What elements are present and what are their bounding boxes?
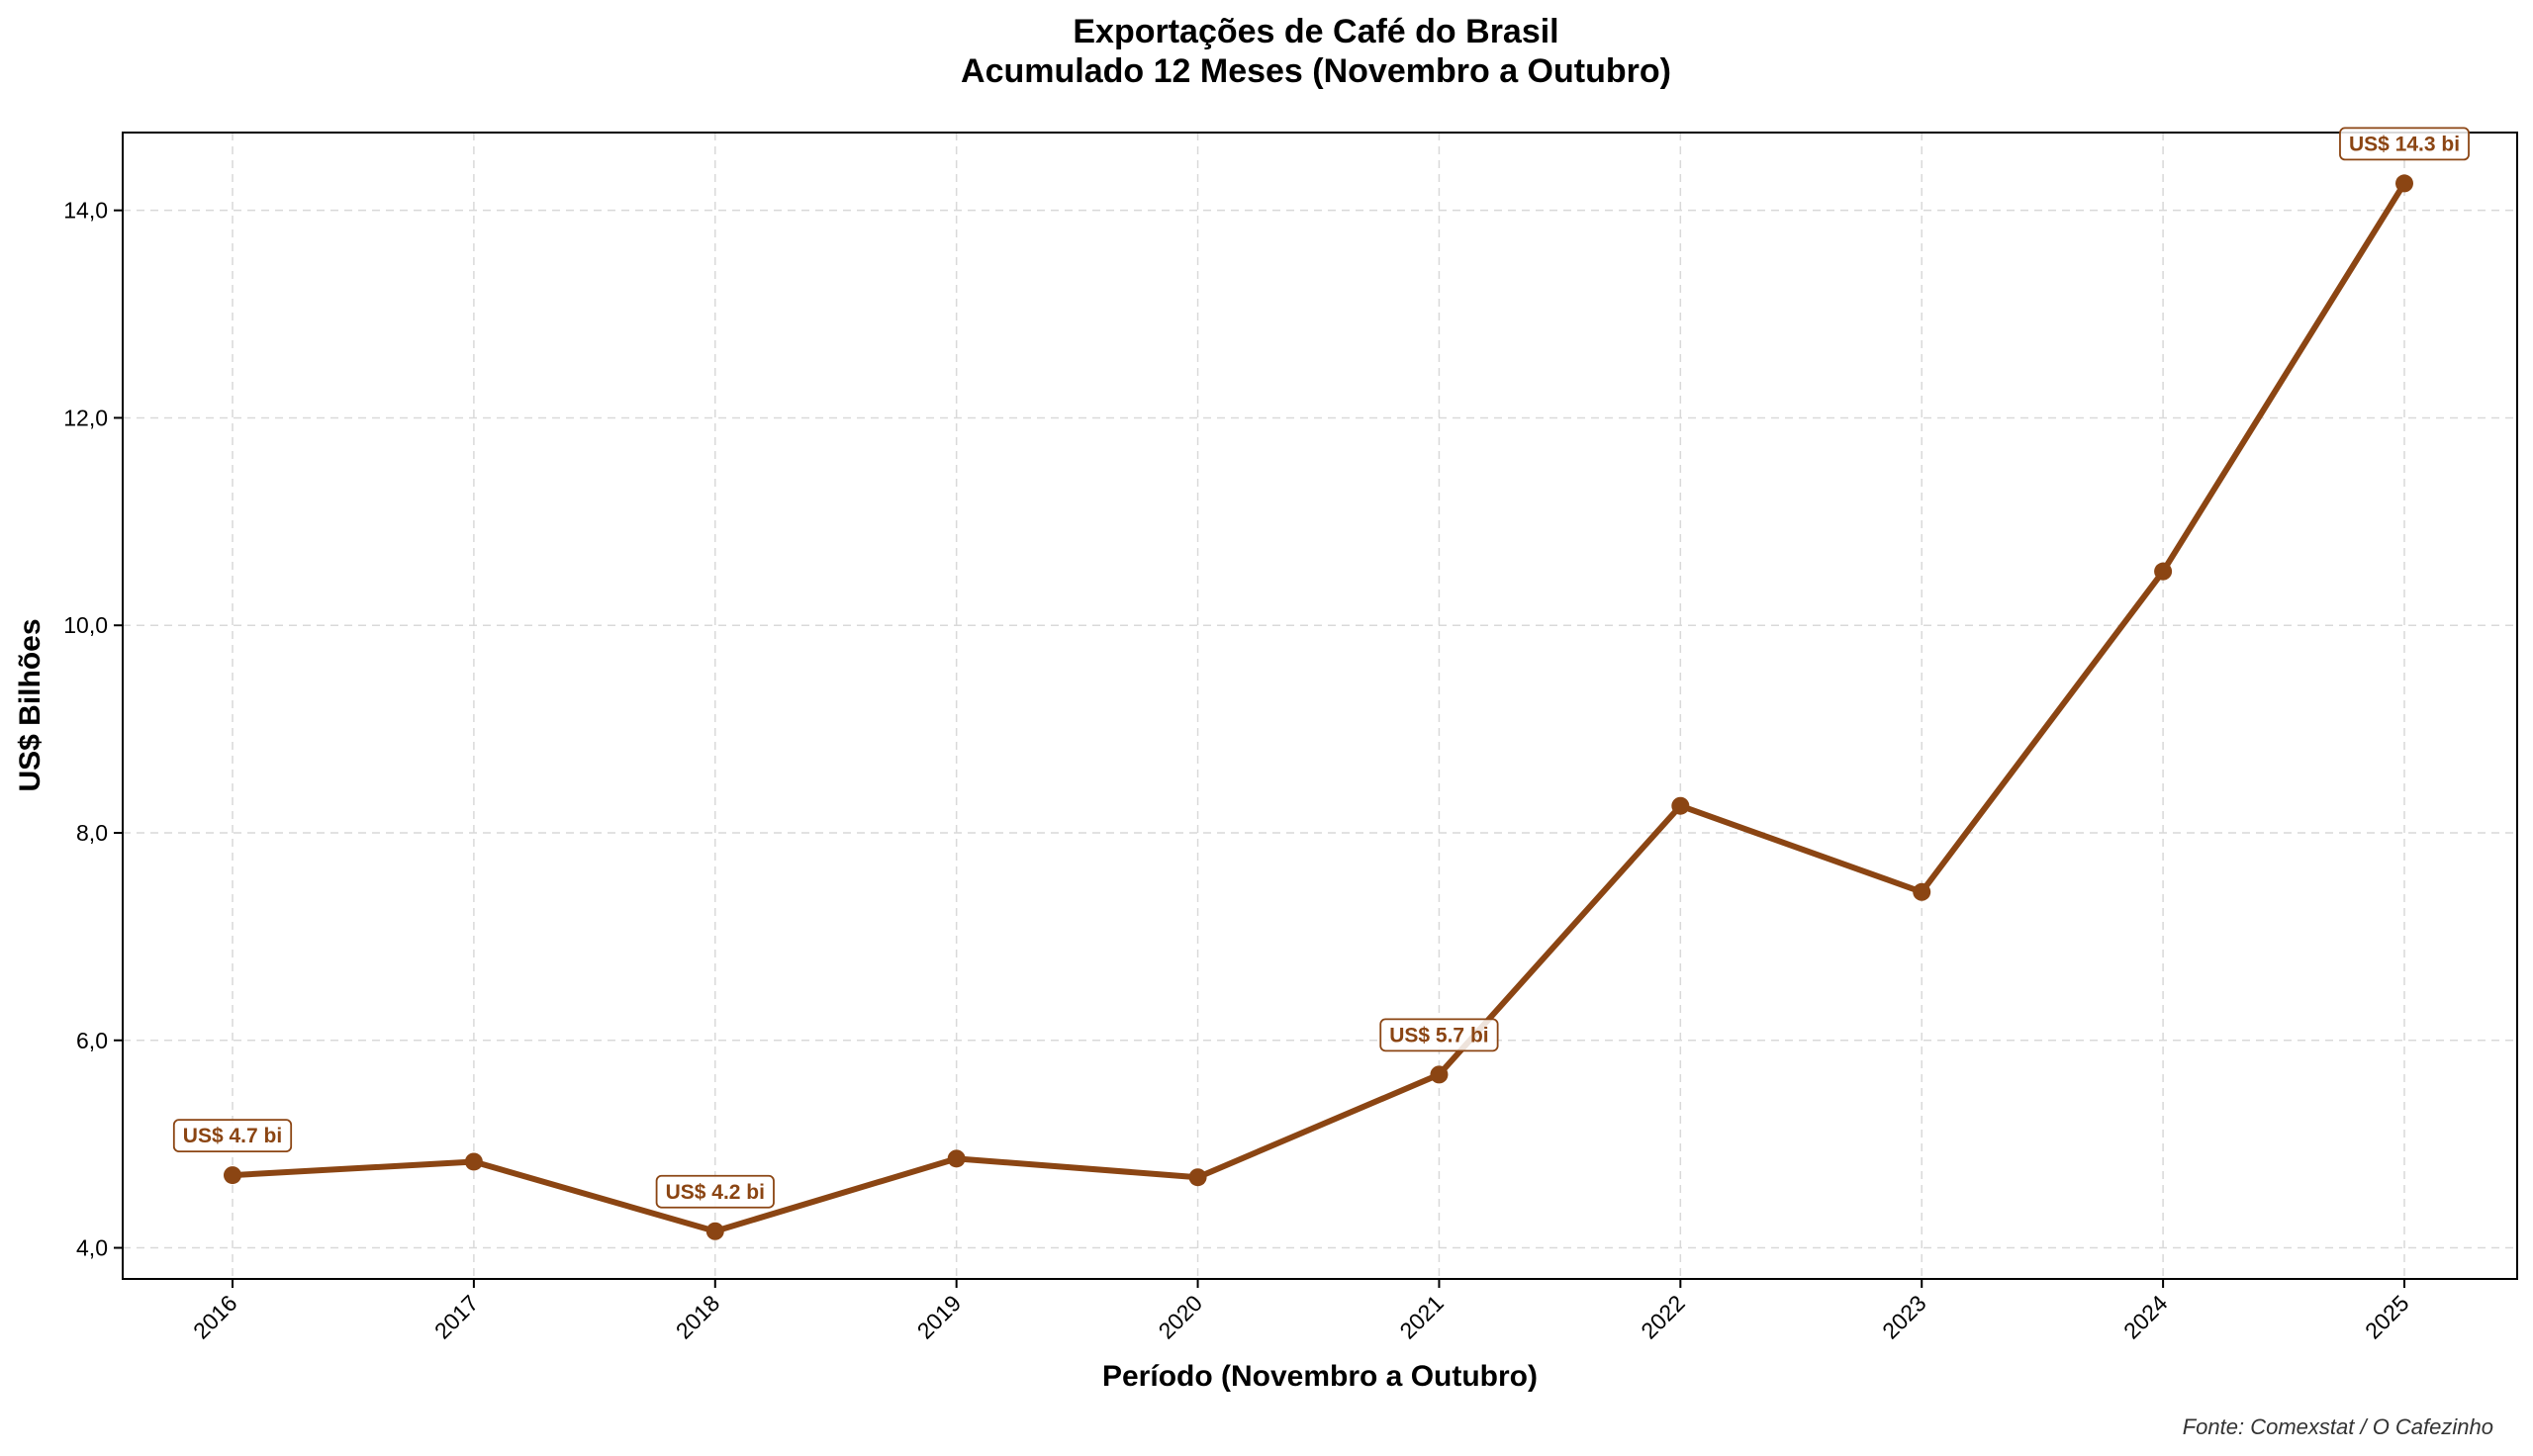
data-point xyxy=(2395,174,2413,193)
data-point xyxy=(224,1166,241,1185)
chart-title-line2: Acumulado 12 Meses (Novembro a Outubro) xyxy=(961,52,1671,90)
annotation-box xyxy=(172,1119,293,1153)
x-axis-title: Período (Novembro a Outubro) xyxy=(1102,1360,1538,1393)
annotation-text: US$ 4.7 bi xyxy=(183,1125,282,1147)
annotation-box xyxy=(2339,127,2470,161)
chart-title-line1: Exportações de Café do Brasil xyxy=(1073,13,1558,50)
data-point xyxy=(1671,796,1690,815)
series-points xyxy=(224,174,2413,1240)
y-tick-label: 6,0 xyxy=(76,1028,108,1053)
annotation-label: US$ 5.7 bi xyxy=(1379,1018,1499,1052)
annotation-box xyxy=(655,1174,775,1209)
data-point xyxy=(464,1152,483,1171)
annotation-label: US$ 4.7 bi xyxy=(172,1119,293,1153)
data-point xyxy=(1188,1168,1207,1187)
y-tick-label: 12,0 xyxy=(63,405,108,430)
annotation-label: US$ 4.2 bi xyxy=(655,1174,775,1209)
data-point xyxy=(705,1222,724,1240)
series-line xyxy=(230,180,2407,1234)
annotation-label: US$ 14.3 bi xyxy=(2339,127,2470,161)
plot-area-frame xyxy=(122,132,2518,1280)
annotation-text: US$ 14.3 bi xyxy=(2349,133,2460,155)
y-tick-label: 8,0 xyxy=(76,820,108,846)
data-point xyxy=(947,1149,966,1168)
y-tick-label: 14,0 xyxy=(63,198,108,224)
y-tick-label: 10,0 xyxy=(63,612,108,638)
annotation-text: US$ 5.7 bi xyxy=(1389,1024,1488,1046)
annotation-box xyxy=(1379,1018,1499,1052)
y-axis-title: US$ Bilhões xyxy=(14,618,47,791)
data-point xyxy=(2154,562,2173,581)
grid xyxy=(123,133,2517,1279)
annotation-text: US$ 4.2 bi xyxy=(666,1181,765,1204)
y-axis: 4,0 6,0 8,0 10,0 12,0 14,0 xyxy=(63,198,123,1261)
y-tick-label: 4,0 xyxy=(76,1235,108,1261)
annotations: US$ 4.7 bi US$ 4.2 bi US$ 5.7 bi US$ 14.3 b… xyxy=(172,127,2470,1209)
data-point xyxy=(1430,1065,1449,1084)
series-line-path xyxy=(230,180,2407,1234)
data-point xyxy=(1913,882,1931,901)
source-note: Fonte: Comexstat / O Cafezinho xyxy=(2183,1414,2493,1439)
